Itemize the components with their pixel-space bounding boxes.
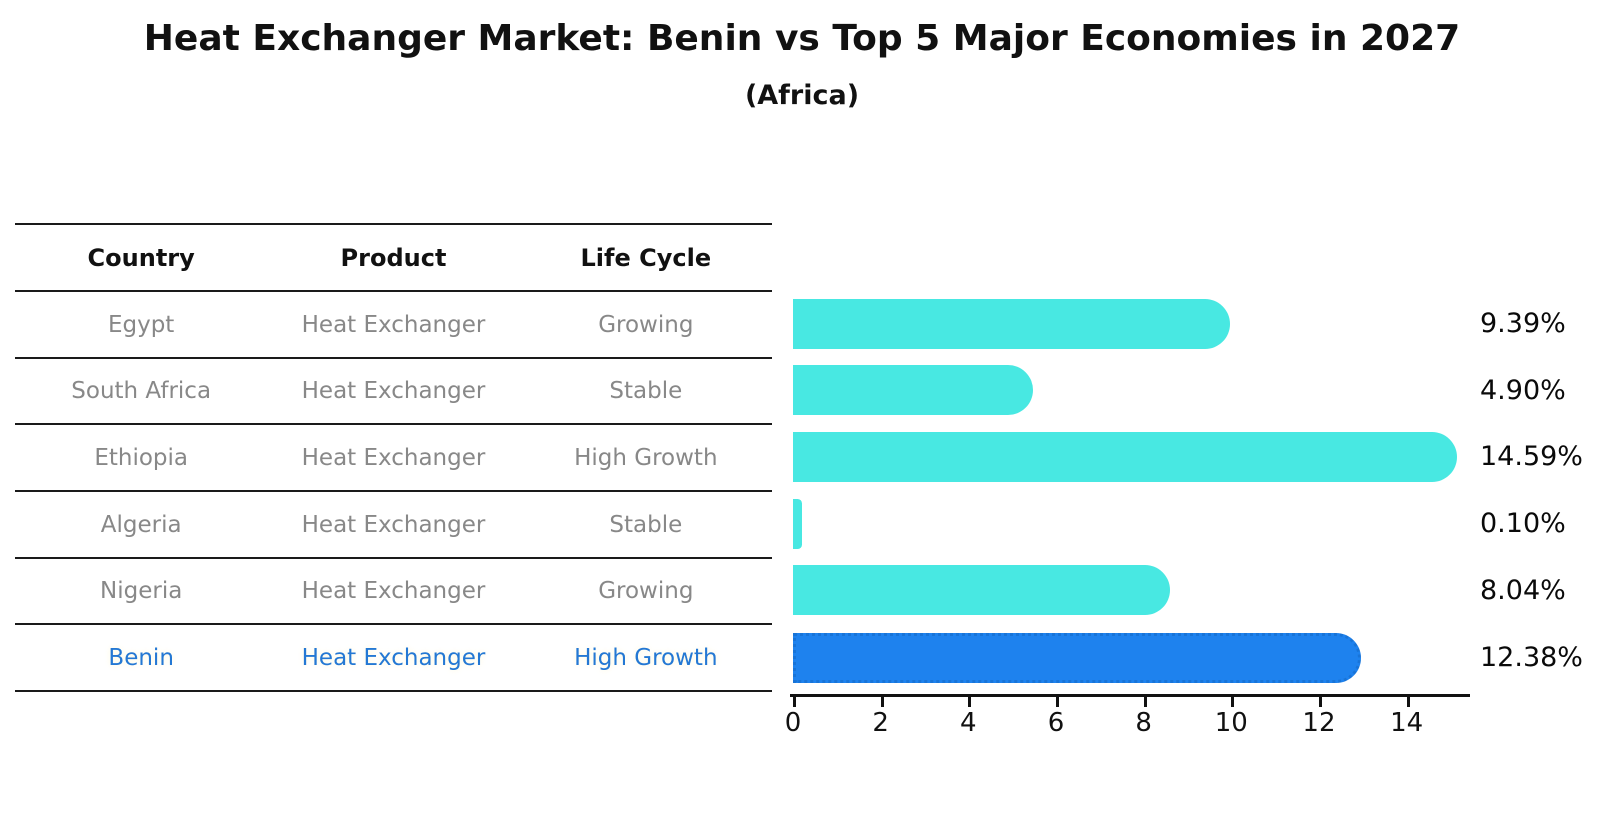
cell-life-cycle: High Growth: [574, 644, 718, 671]
cell-product: Heat Exchanger: [301, 644, 486, 671]
column-header-product: Product: [340, 243, 447, 272]
x-tick-label: 14: [1390, 708, 1424, 738]
chart-title: Heat Exchanger Market: Benin vs Top 5 Ma…: [143, 18, 1461, 59]
x-tick: [1231, 697, 1235, 707]
cell-product: Heat Exchanger: [301, 578, 486, 604]
table-row-nigeria: Nigeria Heat Exchanger Growing: [15, 557, 772, 623]
value-label-ethiopia: 14.59%: [1480, 441, 1583, 472]
x-tick: [1318, 697, 1322, 707]
table-row-egypt: Egypt Heat Exchanger Growing: [15, 290, 772, 357]
table-row-algeria: Algeria Heat Exchanger Stable: [15, 490, 772, 557]
x-tick: [793, 697, 796, 707]
cell-country: South Africa: [71, 378, 212, 404]
value-label-egypt: 9.39%: [1480, 308, 1566, 339]
value-label-nigeria: 8.04%: [1480, 574, 1566, 606]
cell-product: Heat Exchanger: [301, 311, 486, 338]
x-tick: [968, 697, 972, 707]
table-header-row: Country Product Life Cycle: [15, 223, 772, 290]
value-label-algeria: 0.10%: [1480, 508, 1566, 539]
bar-nigeria: [793, 565, 1171, 615]
table-row-benin: Benin Heat Exchanger High Growth: [15, 623, 772, 692]
x-tick-label: 0: [784, 708, 802, 738]
column-header-life-cycle: Life Cycle: [580, 243, 712, 272]
bar-benin: [793, 632, 1361, 683]
value-label-benin: 12.38%: [1480, 642, 1583, 673]
bar-egypt: [793, 298, 1230, 349]
cell-country: Nigeria: [100, 578, 183, 604]
cell-country: Ethiopia: [94, 444, 188, 471]
cell-life-cycle: Growing: [598, 578, 694, 604]
cell-life-cycle: High Growth: [574, 444, 718, 471]
bar-ethiopia: [793, 431, 1458, 482]
column-header-country: Country: [87, 243, 195, 272]
bar-algeria: [793, 498, 802, 549]
x-axis-line: [790, 694, 1470, 697]
x-tick-label: 10: [1214, 708, 1248, 738]
cell-life-cycle: Growing: [598, 311, 694, 338]
x-tick: [1143, 697, 1147, 707]
cell-product: Heat Exchanger: [301, 444, 486, 471]
x-tick-label: 2: [872, 708, 889, 738]
cell-country: Benin: [108, 644, 174, 671]
chart-subtitle: (Africa): [744, 80, 860, 111]
cell-product: Heat Exchanger: [301, 511, 486, 538]
x-tick-label: 8: [1135, 708, 1152, 738]
cell-country: Egypt: [107, 311, 175, 338]
table-row-south-africa: South Africa Heat Exchanger Stable: [15, 357, 772, 423]
cell-country: Algeria: [100, 511, 182, 538]
bar-south-africa: [793, 365, 1033, 415]
x-tick: [1406, 697, 1410, 707]
cell-life-cycle: Stable: [609, 378, 683, 404]
x-tick-label: 4: [960, 708, 977, 738]
x-tick-label: 6: [1047, 708, 1065, 738]
x-tick-label: 12: [1302, 708, 1336, 738]
table-row-ethiopia: Ethiopia Heat Exchanger High Growth: [15, 423, 772, 490]
x-tick: [880, 697, 884, 707]
x-tick: [1055, 697, 1059, 707]
cell-life-cycle: Stable: [609, 511, 683, 538]
value-label-south-africa: 4.90%: [1480, 374, 1566, 406]
cell-product: Heat Exchanger: [301, 378, 486, 404]
